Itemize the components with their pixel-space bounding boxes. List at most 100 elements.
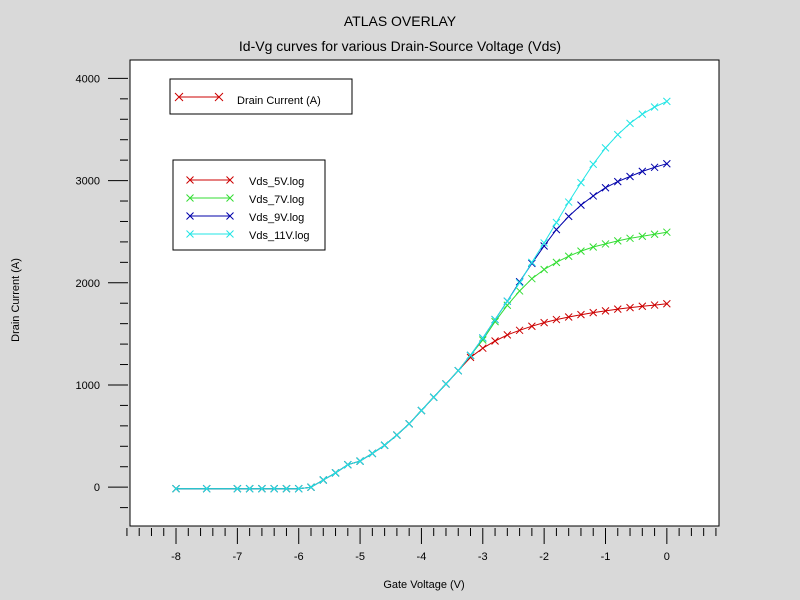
data-point (613, 130, 622, 139)
y-axis-label: Drain Current (A) (10, 258, 22, 342)
x-tick-label: -3 (478, 551, 488, 563)
data-point (478, 334, 487, 342)
data-point (577, 247, 585, 255)
series-line (176, 100, 668, 490)
data-point (650, 230, 659, 239)
data-point (528, 258, 536, 267)
y-tick-label: 2000 (76, 278, 100, 290)
data-point (202, 484, 211, 493)
series-legend-swatches (186, 176, 234, 238)
y-tick-label: 1000 (76, 380, 100, 392)
x-axis-label: Gate Voltage (V) (383, 579, 464, 591)
x-tick-label: -1 (601, 551, 611, 563)
data-point (626, 303, 634, 312)
chart-subtitle: Id-Vg curves for various Drain-Source Vo… (239, 38, 561, 54)
data-point (515, 287, 524, 295)
series-4 (172, 97, 671, 493)
data-point (564, 198, 573, 206)
data-point (638, 110, 647, 119)
data-point (294, 484, 303, 493)
data-point (662, 299, 671, 308)
data-point (564, 212, 573, 221)
data-point (503, 297, 512, 306)
y-axis: 0 1000 2000 3000 4000 (76, 73, 128, 509)
data-point (466, 351, 475, 360)
legend-swatch-marker (186, 230, 194, 238)
data-point (245, 484, 254, 493)
data-point (356, 457, 364, 465)
data-point (577, 201, 585, 209)
data-point (650, 163, 659, 172)
data-point (172, 484, 180, 493)
data-point (307, 483, 315, 492)
data-point (552, 218, 561, 227)
series-legend: Vds_5V.log Vds_7V.log Vds_9V.log Vds_11V… (172, 159, 326, 251)
data-point (540, 239, 548, 247)
data-point (515, 326, 524, 335)
data-point (626, 234, 634, 243)
x-tick-label: -2 (539, 551, 549, 563)
data-point (650, 103, 659, 111)
data-point (650, 301, 659, 309)
data-point (515, 278, 524, 287)
data-point (478, 336, 487, 344)
data-point (466, 353, 475, 362)
data-point (662, 159, 671, 168)
data-point (429, 393, 438, 402)
quantity-legend: Drain Current (A) (169, 78, 353, 115)
data-point (319, 476, 328, 484)
data-point (626, 172, 634, 181)
data-point (540, 318, 548, 327)
legend-entry-vds-5v: Vds_5V.log (249, 176, 304, 188)
data-point (601, 144, 610, 152)
data-point (454, 366, 463, 375)
x-tick-label: -6 (294, 551, 304, 563)
data-point (626, 119, 634, 128)
data-point (577, 310, 585, 319)
data-point (589, 308, 598, 317)
data-point (589, 192, 598, 200)
data-point (638, 302, 647, 311)
data-point (442, 380, 450, 388)
data-point (540, 242, 548, 250)
data-point (343, 460, 352, 469)
data-point (528, 274, 536, 283)
data-point (380, 441, 389, 450)
plot-area (129, 59, 720, 527)
data-point (417, 406, 426, 415)
legend-swatch-marker (174, 92, 184, 102)
legend-entry-vds-7v: Vds_7V.log (249, 194, 304, 206)
data-point (564, 252, 573, 261)
y-tick-label: 4000 (76, 73, 100, 85)
data-point (662, 97, 671, 106)
data-point (503, 331, 512, 339)
data-point (405, 419, 414, 428)
y-tick-label: 0 (94, 482, 100, 494)
legend-swatch-marker (186, 194, 194, 202)
legend-swatch-marker (226, 212, 234, 220)
data-point (577, 178, 585, 187)
legend-swatch-marker (186, 212, 194, 220)
quantity-legend-swatch (174, 92, 224, 102)
x-tick-label: 0 (664, 551, 670, 563)
x-tick-label: -7 (232, 551, 242, 563)
data-point (331, 469, 340, 477)
data-point (564, 313, 573, 321)
data-point (638, 232, 647, 241)
data-point (270, 484, 279, 493)
data-point (638, 167, 647, 176)
data-point (601, 183, 610, 192)
legend-swatch-marker (214, 92, 224, 102)
data-point (589, 243, 598, 251)
series-layer (172, 97, 671, 493)
data-point (662, 228, 671, 237)
x-axis: -8 -7 -6 -5 -4 -3 -2 -1 0 (126, 528, 717, 563)
data-point (258, 484, 266, 493)
data-point (552, 258, 561, 267)
legend-entry-vds-9v: Vds_9V.log (249, 212, 304, 224)
data-point (589, 160, 598, 169)
legend-entry-vds-11v: Vds_11V.log (249, 230, 310, 242)
x-tick-label: -5 (355, 551, 365, 563)
quantity-legend-label: Drain Current (A) (237, 95, 321, 107)
legend-swatch-marker (226, 176, 234, 184)
